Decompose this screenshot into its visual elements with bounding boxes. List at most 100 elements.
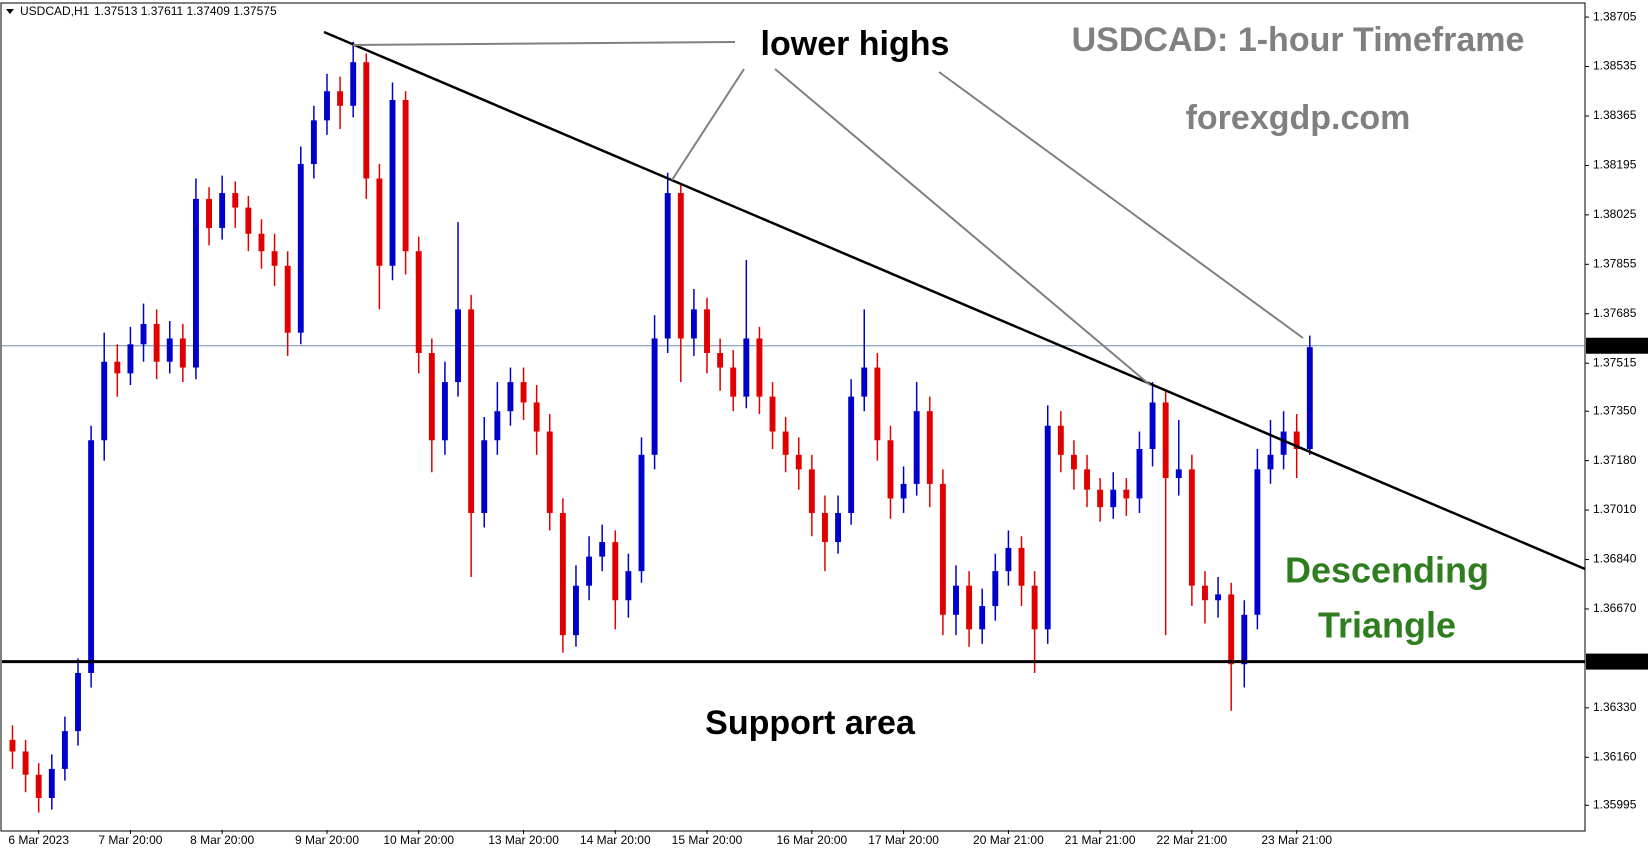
- y-tick-label: 1.36160: [1593, 749, 1637, 763]
- candle-body: [1241, 614, 1248, 665]
- x-tick-label: 16 Mar 20:00: [776, 833, 847, 847]
- candle-body: [1057, 425, 1064, 455]
- candle-body: [297, 163, 304, 333]
- candle-body: [507, 382, 514, 412]
- candle-body: [232, 193, 239, 208]
- x-tick-label: 20 Mar 21:00: [973, 833, 1044, 847]
- candle-body: [271, 251, 278, 266]
- candle-body: [939, 483, 946, 615]
- candle-body: [795, 454, 802, 470]
- candle-body: [1175, 469, 1182, 479]
- x-tick-label: 6 Mar 2023: [8, 833, 69, 847]
- candle-body: [1228, 594, 1235, 665]
- candle-body: [245, 207, 252, 234]
- ohlc-info: 1.37513 1.37611 1.37409 1.37575: [94, 4, 277, 18]
- x-tick-label: 22 Mar 21:00: [1157, 833, 1228, 847]
- candle-body: [376, 178, 383, 266]
- price-label-bg: [1586, 337, 1648, 354]
- candle-body: [1123, 489, 1130, 499]
- candle-body: [389, 99, 396, 266]
- candle-body: [1215, 594, 1222, 601]
- candle-body: [782, 431, 789, 455]
- candle-body: [559, 512, 566, 636]
- candle-body: [743, 338, 750, 397]
- candle-body: [468, 309, 475, 513]
- candle-body: [61, 731, 68, 769]
- candle-body: [926, 411, 933, 484]
- candle-body: [206, 198, 212, 228]
- annotation: Support area: [705, 704, 916, 742]
- candle-body: [638, 454, 645, 572]
- candle-body: [310, 120, 317, 164]
- candle-body: [808, 469, 815, 513]
- candle-body: [1306, 347, 1313, 449]
- candle-body: [114, 361, 121, 374]
- candle-body: [704, 309, 710, 354]
- candle-body: [966, 585, 973, 630]
- candle-body: [1149, 402, 1156, 449]
- candle-body: [533, 402, 540, 432]
- candle-body: [1162, 402, 1169, 479]
- x-tick-label: 17 Mar 20:00: [868, 833, 939, 847]
- x-tick-label: 23 Mar 21:00: [1261, 833, 1332, 847]
- candle-body: [1280, 431, 1287, 455]
- candle-body: [690, 309, 697, 339]
- y-tick-label: 1.37010: [1593, 502, 1637, 516]
- candle-body: [1110, 489, 1117, 508]
- candle-body: [1044, 425, 1051, 630]
- y-tick-label: 1.38365: [1593, 108, 1637, 122]
- candle-body: [35, 774, 42, 799]
- pointer-line: [352, 41, 736, 46]
- candle-body: [1084, 469, 1090, 490]
- candle-body: [153, 323, 160, 362]
- marks: [2, 41, 1585, 813]
- candle-body: [835, 512, 842, 543]
- candle-body: [717, 353, 724, 368]
- y-tick-label: 1.38535: [1593, 59, 1637, 73]
- candle-body: [284, 265, 291, 333]
- y-tick-label: 1.37180: [1593, 453, 1637, 467]
- candle-body: [1202, 585, 1208, 601]
- candle-body: [1293, 431, 1300, 449]
- candle-body: [402, 99, 409, 252]
- candle-body: [664, 193, 671, 339]
- x-tick-label: 7 Mar 20:00: [98, 833, 162, 847]
- x-tick-label: 21 Mar 21:00: [1065, 833, 1136, 847]
- candle-body: [953, 585, 959, 615]
- y-tick-label: 1.36670: [1593, 601, 1637, 615]
- candle-body: [586, 556, 593, 586]
- annotation: Triangle: [1318, 605, 1456, 646]
- candle-body: [127, 344, 134, 374]
- candle-body: [599, 542, 606, 557]
- plot-frame: [0, 2, 1586, 832]
- candle-body: [769, 396, 776, 432]
- candle-body: [1097, 489, 1104, 508]
- x-tick-label: 14 Mar 20:00: [580, 833, 651, 847]
- pointer-line: [938, 71, 1304, 339]
- y-tick-label: 1.37350: [1593, 403, 1637, 417]
- menu-arrow[interactable]: [6, 9, 14, 14]
- candle-body: [258, 233, 265, 252]
- x-tick-label: 9 Mar 20:00: [295, 833, 359, 847]
- candle-body: [1031, 585, 1038, 630]
- candle-body: [101, 361, 108, 441]
- candle-body: [1005, 547, 1012, 572]
- candle-body: [140, 323, 147, 345]
- y-tick-label: 1.37515: [1593, 355, 1637, 369]
- candle-body: [848, 396, 855, 513]
- annotation: Descending: [1285, 550, 1489, 591]
- candle-body: [1018, 547, 1025, 586]
- candle-body: [546, 431, 553, 513]
- x-tick-label: 8 Mar 20:00: [190, 833, 254, 847]
- candle-body: [9, 739, 16, 752]
- candle-body: [1254, 469, 1261, 615]
- candle-body: [219, 193, 226, 228]
- candle-body: [887, 440, 894, 499]
- candle-body: [1188, 469, 1195, 586]
- candle-body: [415, 251, 422, 354]
- candle-body: [1267, 454, 1274, 470]
- candle-body: [428, 353, 435, 441]
- candle-body: [822, 512, 828, 543]
- candle-body: [520, 382, 527, 403]
- pointer-line: [774, 68, 1151, 386]
